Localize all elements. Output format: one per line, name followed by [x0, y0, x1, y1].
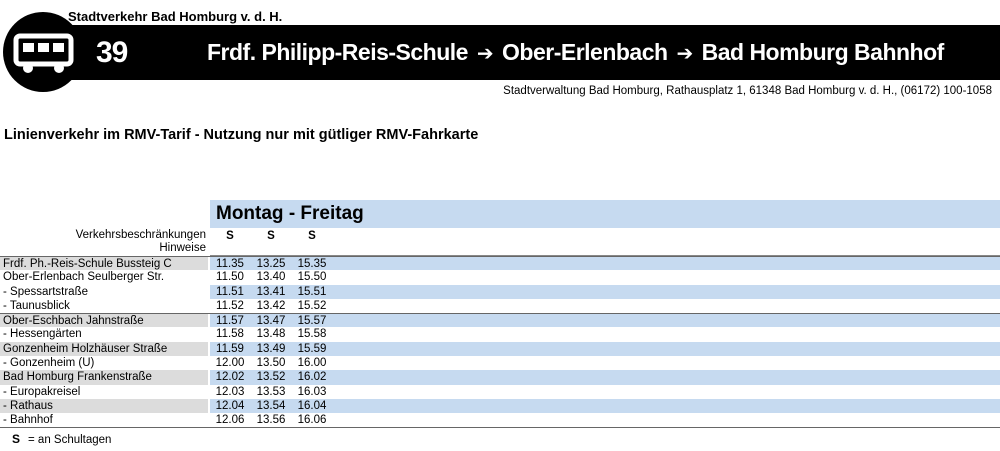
table-row: Ober-Eschbach Jahnstraße 11.57 13.47 15.57: [0, 313, 1000, 328]
departure-time: 11.57: [216, 315, 244, 328]
departure-time: 12.00: [215, 357, 245, 370]
departure-time: 13.25: [256, 258, 286, 270]
legend-symbol: S: [12, 432, 21, 446]
stop-name: Bad Homburg Frankenstraße: [3, 371, 152, 384]
table-row: - Europakreisel 12.03 13.53 16.03: [0, 385, 1000, 399]
operator-address: Stadtverwaltung Bad Homburg, Rathausplat…: [503, 85, 992, 97]
departure-time: 15.50: [297, 271, 327, 284]
departure-time: 15.59: [297, 342, 327, 355]
stop-name: - Bahnhof: [3, 414, 53, 427]
bus-icon: [3, 12, 83, 92]
departure-time: 12.04: [215, 399, 245, 412]
stop-name: Frdf. Ph.-Reis-Schule Bussteig C: [3, 258, 172, 270]
table-row: Bad Homburg Frankenstraße 12.02 13.52 16.02: [0, 370, 1000, 385]
departure-time: 13.48: [256, 328, 286, 341]
table-row: Ober-Erlenbach Seulberger Str. 11.50 13.40…: [0, 270, 1000, 284]
restriction-mark: S: [226, 230, 234, 242]
stop-name: - Europakreisel: [3, 385, 81, 398]
departure-time: 13.54: [256, 399, 286, 412]
departure-time: 12.02: [215, 371, 245, 384]
departure-time: 15.57: [297, 315, 327, 328]
route-title: Frdf. Philipp-Reis-Schule ➔ Ober-Erlenba…: [207, 39, 944, 66]
stop-name: Ober-Erlenbach Seulberger Str.: [3, 271, 165, 284]
departure-time: 16.03: [297, 385, 327, 398]
table-row: - Spessartstraße 11.51 13.41 15.51: [0, 284, 1000, 299]
departure-time: 16.00: [297, 357, 327, 370]
arrow-right-icon: ➔: [676, 43, 693, 65]
route-stop-via: Ober-Erlenbach: [502, 39, 668, 65]
departure-time: 13.40: [256, 271, 286, 284]
departure-time: 15.51: [297, 285, 327, 298]
departure-time: 16.02: [297, 371, 327, 384]
restrictions-label: Verkehrsbeschränkungen: [75, 229, 206, 241]
timetable: Frdf. Ph.-Reis-Schule Bussteig C 11.35 13.…: [0, 256, 1000, 428]
day-band: [210, 200, 1000, 228]
arrow-right-icon: ➔: [476, 43, 494, 65]
day-title: Montag - Freitag: [216, 203, 364, 224]
departure-time: 13.52: [256, 371, 286, 384]
departure-time: 12.03: [215, 385, 245, 398]
departure-time: 13.42: [256, 299, 286, 312]
restriction-mark: S: [267, 230, 275, 242]
departure-time: 13.41: [256, 285, 286, 298]
departure-time: 11.59: [216, 342, 244, 355]
stop-name: Gonzenheim Holzhäuser Straße: [3, 342, 168, 355]
departure-time: 11.50: [216, 271, 244, 284]
departure-time: 11.35: [216, 258, 244, 270]
table-row: Frdf. Ph.-Reis-Schule Bussteig C 11.35 13.…: [0, 256, 1000, 271]
table-row: - Rathaus 12.04 13.54 16.04: [0, 398, 1000, 414]
departure-time: 13.47: [256, 315, 286, 328]
table-row: - Taunusblick 11.52 13.42 15.52: [0, 299, 1000, 313]
operator-name: Stadtverkehr Bad Homburg v. d. H.: [68, 9, 283, 24]
legend: S = an Schultagen: [12, 432, 111, 446]
departure-time: 13.56: [256, 414, 286, 427]
route-stop-start: Frdf. Philipp-Reis-Schule: [207, 39, 468, 65]
restriction-mark: S: [308, 230, 316, 242]
header-bar: [40, 25, 1000, 80]
departure-time: 15.58: [297, 328, 327, 341]
stop-name: - Gonzenheim (U): [3, 357, 95, 370]
notes-label: Hinweise: [159, 242, 206, 254]
departure-time: 12.06: [215, 414, 245, 427]
table-row: Gonzenheim Holzhäuser Straße 11.59 13.49 15…: [0, 341, 1000, 357]
stop-name: - Spessartstraße: [3, 285, 88, 298]
table-row: - Gonzenheim (U) 12.00 13.50 16.00: [0, 356, 1000, 370]
departure-time: 13.50: [256, 357, 286, 370]
stop-name: - Taunusblick: [3, 299, 70, 312]
table-row: - Hessengärten 11.58 13.48 15.58: [0, 327, 1000, 341]
stop-name: Ober-Eschbach Jahnstraße: [3, 315, 144, 328]
table-row: - Bahnhof 12.06 13.56 16.06: [0, 413, 1000, 427]
departure-time: 15.52: [297, 299, 327, 312]
tariff-note: Linienverkehr im RMV-Tarif - Nutzung nur…: [4, 127, 479, 143]
legend-text: = an Schultagen: [28, 434, 112, 446]
table-bottom-line: [0, 427, 1000, 428]
stop-name: - Hessengärten: [3, 328, 82, 341]
departure-time: 15.35: [297, 258, 327, 270]
stop-name: - Rathaus: [3, 399, 53, 412]
departure-time: 11.52: [216, 299, 244, 312]
departure-time: 16.06: [297, 414, 327, 427]
departure-time: 11.58: [216, 328, 244, 341]
departure-time: 13.53: [256, 385, 286, 398]
line-number: 39: [96, 36, 128, 69]
notes-divider: [210, 255, 1000, 256]
route-stop-end: Bad Homburg Bahnhof: [701, 39, 945, 65]
departure-time: 16.04: [297, 399, 327, 412]
departure-time: 13.49: [256, 342, 286, 355]
departure-time: 11.51: [216, 285, 244, 298]
